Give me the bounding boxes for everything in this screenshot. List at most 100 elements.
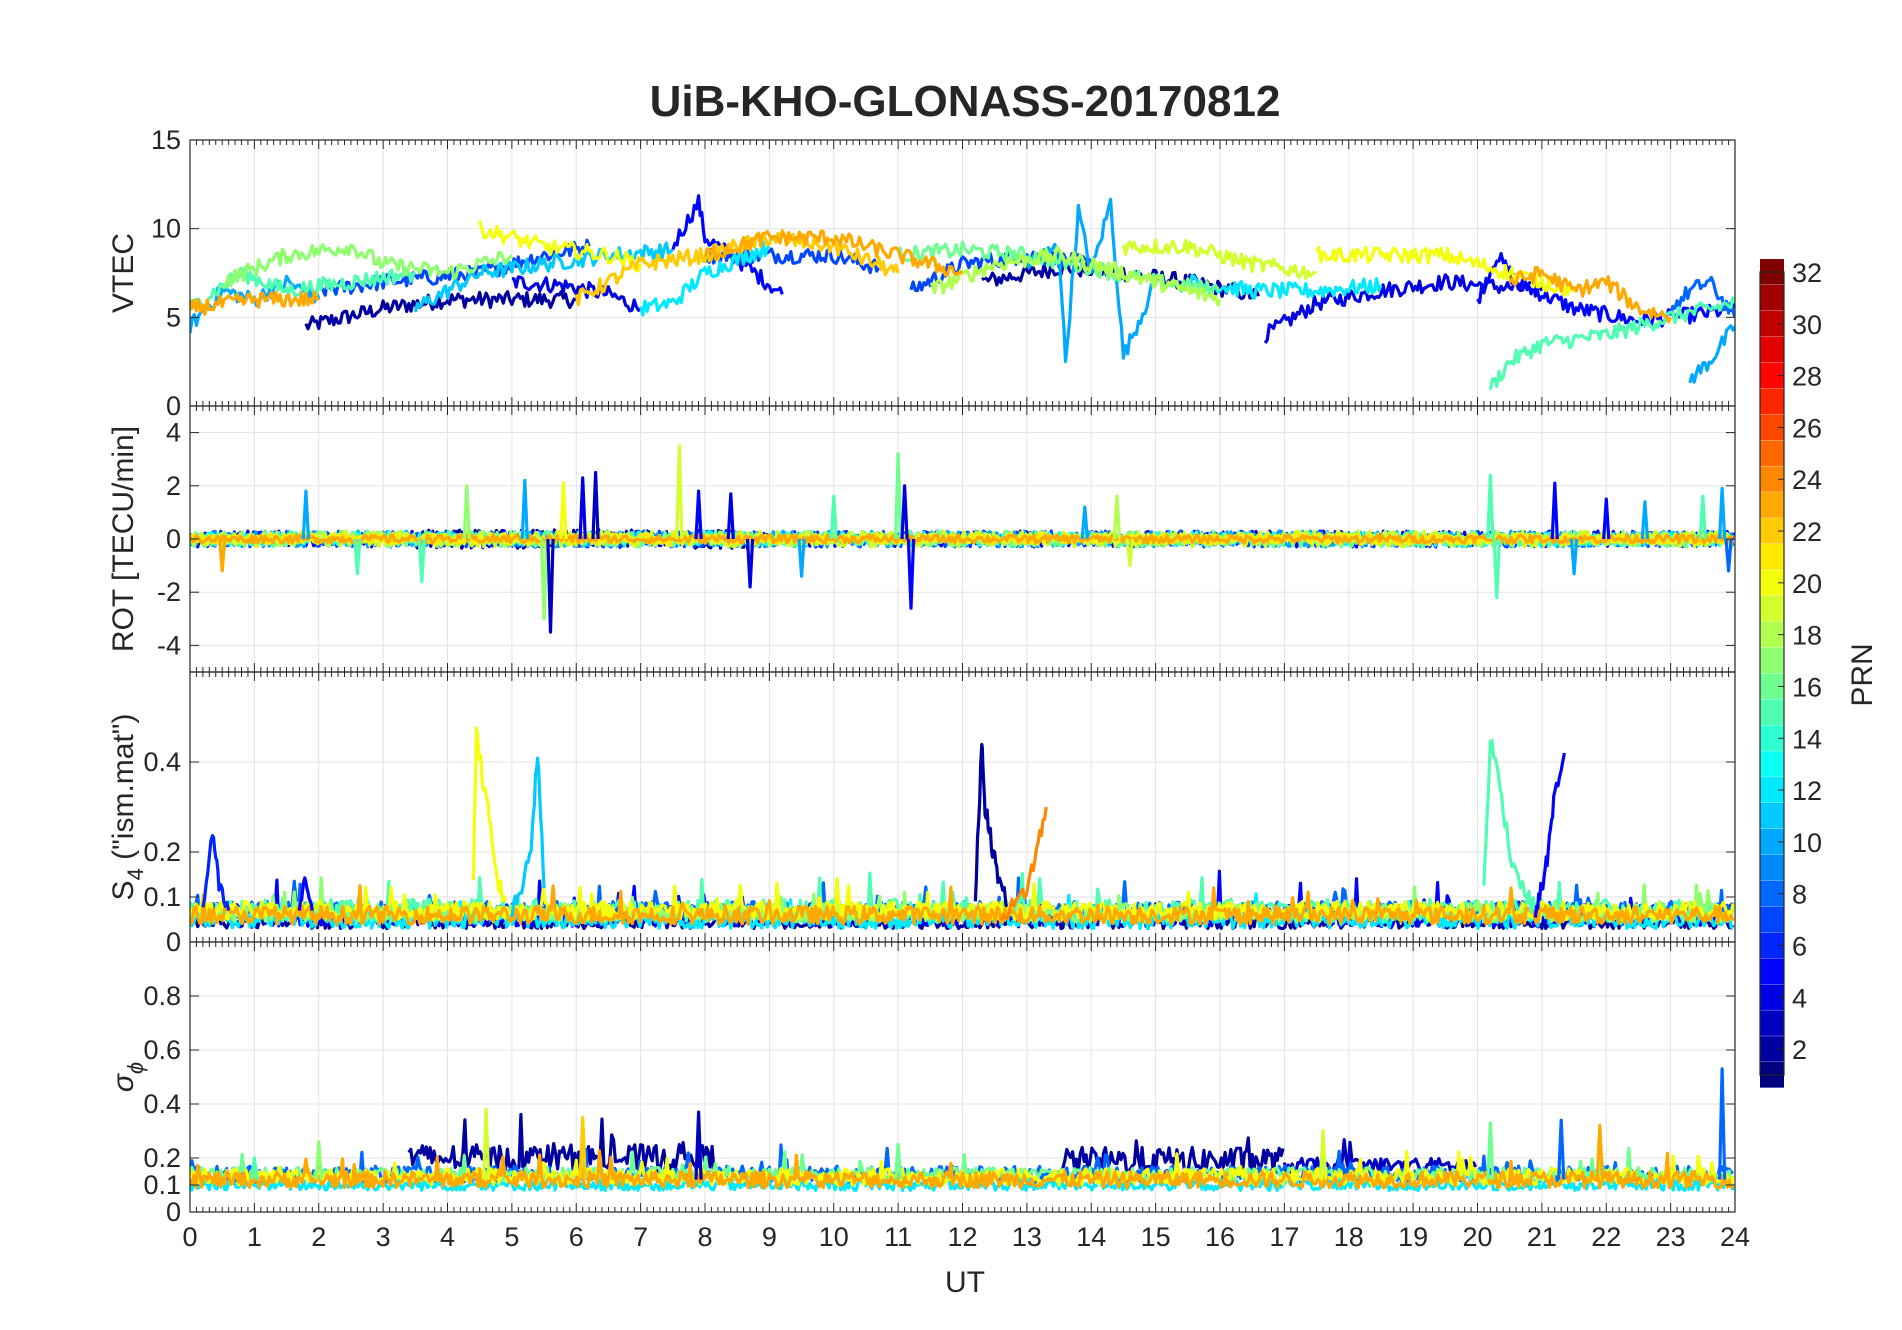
colorbar-tick-label: 28 (1792, 362, 1822, 392)
baseline-line-prn-23 (190, 884, 1735, 926)
spike-prn-15 (250, 1156, 259, 1180)
colorbar-swatch (1760, 647, 1784, 674)
x-tick-label: 12 (947, 1222, 977, 1252)
vtec-line-prn-17 (221, 243, 513, 290)
colorbar-tick-label: 12 (1792, 776, 1822, 806)
spike-prn-15 (829, 494, 838, 540)
vtec-line-prn-4 (511, 275, 642, 313)
x-tick-label: 0 (182, 1222, 197, 1252)
y-axis-label-rot: ROT [TECU/min] (107, 426, 140, 652)
event-line-prn-5 (1533, 752, 1566, 918)
spike-prn-16 (1486, 1121, 1495, 1180)
spike-prn-15 (417, 538, 426, 584)
x-tick-label: 20 (1462, 1222, 1492, 1252)
colorbar-swatch (1760, 751, 1784, 777)
ticks-vtec (189, 139, 1736, 407)
x-tick-label: 6 (569, 1222, 584, 1252)
spike-prn-20 (559, 481, 568, 540)
spike-prn-4 (726, 492, 735, 540)
y-tick-label: 2 (166, 471, 181, 501)
baseline-line-prn-3 (1282, 1138, 1478, 1176)
y-tick-label: 0.6 (143, 1035, 181, 1065)
spike-prn-17 (462, 484, 471, 540)
spike-prn-3 (694, 1110, 703, 1180)
x-tick-label: 18 (1334, 1222, 1364, 1252)
y-tick-label: 4 (166, 418, 181, 448)
y-tick-label: 10 (151, 214, 181, 244)
colorbar-tick-label: 20 (1792, 569, 1822, 599)
spike-prn-4 (900, 484, 909, 540)
colorbar-swatch (1760, 336, 1784, 363)
spike-prn-10 (301, 489, 311, 540)
series-s4 (190, 726, 1735, 931)
spike-prn-10 (1080, 505, 1089, 540)
event-line-prn-24 (999, 806, 1048, 921)
spike-prn-3 (591, 470, 600, 540)
x-tick-label: 24 (1720, 1222, 1750, 1252)
colorbar-tick-label: 2 (1792, 1035, 1807, 1065)
y-axis-label-sigma: σϕ (107, 1062, 148, 1092)
x-tick-label: 5 (504, 1222, 519, 1252)
y-tick-label: 0.1 (143, 1170, 181, 1200)
series-vtec (190, 194, 1735, 391)
y-tick-label: 0.1 (143, 882, 181, 912)
colorbar-swatch (1760, 440, 1784, 466)
spike-prn-5 (694, 489, 703, 540)
vtec-line-prn-11 (413, 241, 674, 313)
spike-prn-5 (1550, 481, 1559, 540)
colorbar-swatch (1760, 1010, 1784, 1036)
x-tick-label: 4 (440, 1222, 455, 1252)
colorbar-tick-label: 24 (1792, 465, 1822, 495)
y-tick-label: 0.2 (143, 837, 181, 867)
y-tick-label: 5 (166, 302, 181, 332)
x-tick-label: 15 (1141, 1222, 1171, 1252)
y-axis-label-s4: S4 ("ism.mat") (107, 714, 148, 901)
vtec-line-prn-10 (1688, 324, 1735, 384)
spike-prn-23 (1595, 1124, 1604, 1180)
spike-prn-22 (578, 1115, 587, 1180)
colorbar-tick-label: 16 (1792, 672, 1822, 702)
spike-prn-4 (578, 476, 587, 540)
ticks-sigma (189, 942, 1736, 1213)
baseline-line-prn-2 (407, 1112, 718, 1173)
spike-prn-19 (675, 444, 684, 540)
x-tick-label: 13 (1012, 1222, 1042, 1252)
vtec-line-prn-19 (1121, 238, 1317, 281)
spike-prn-10 (520, 478, 529, 540)
spike-prn-3 (546, 538, 555, 634)
vtec-line-prn-18 (930, 246, 1222, 307)
spike-prn-16 (894, 452, 903, 540)
colorbar-tick-label: 30 (1792, 310, 1822, 340)
chart-title: UiB-KHO-GLONASS-20170812 (650, 77, 1281, 126)
y-axis-label-vtec: VTEC (107, 233, 140, 313)
event-line-prn-20 (471, 726, 507, 902)
colorbar-swatch (1760, 854, 1784, 881)
event-line-prn-11 (510, 756, 546, 918)
vtec-line-prn-15 (1488, 296, 1735, 391)
x-tick-label: 21 (1527, 1222, 1557, 1252)
vtec-line-prn-2 (304, 290, 577, 331)
colorbar-swatch (1760, 906, 1784, 933)
x-tick-label: 11 (884, 1222, 912, 1252)
colorbar-swatch (1760, 492, 1784, 518)
x-tick-label: 14 (1076, 1222, 1106, 1252)
colorbar-tick-label: 4 (1792, 983, 1807, 1013)
colorbar-label: PRN (1846, 643, 1879, 706)
y-tick-label: -4 (157, 630, 181, 660)
y-tick-label: 0 (166, 927, 181, 957)
spike-prn-16 (894, 1142, 903, 1180)
vtec-line-prn-5 (1476, 252, 1735, 328)
colorbar-tick-label: 14 (1792, 724, 1822, 754)
vtec-line-prn-23 (1508, 265, 1673, 324)
event-line-prn-5 (297, 876, 314, 911)
colorbar-swatch (1760, 388, 1784, 415)
x-tick-label: 9 (762, 1222, 777, 1252)
spike-prn-10 (797, 538, 806, 578)
spike-prn-17 (539, 538, 549, 621)
y-tick-label: 0.2 (143, 1143, 181, 1173)
spike-prn-17 (314, 1140, 323, 1180)
event-line-prn-15 (1482, 738, 1537, 914)
